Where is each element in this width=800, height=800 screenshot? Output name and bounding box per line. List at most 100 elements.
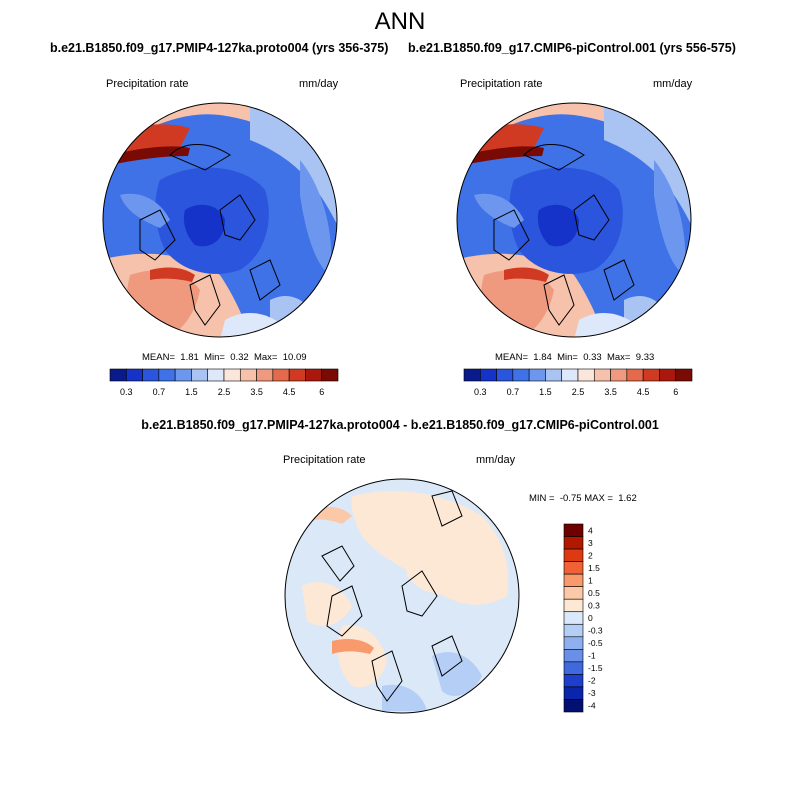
diff-colorbar: 4 3 2 1.5 1 0.5 0.3 0 -0.3 -0.5 -1 -1.5 -2 -3 -4 <box>563 523 603 713</box>
diff-colorbar-swatch <box>563 623 584 638</box>
colorbar-2-tick-label: 1.5 <box>539 387 552 397</box>
colorbar-1-swatch <box>272 368 290 382</box>
colorbar-1-swatch <box>158 368 176 382</box>
max-label: MAX = <box>584 493 613 504</box>
diff-variable-label: Precipitation rate <box>283 454 366 466</box>
diff-colorbar-swatch <box>563 598 584 613</box>
diff-colorbar-tick-label: -0.3 <box>588 626 603 636</box>
colorbar-2-tick-label: 3.5 <box>604 387 617 397</box>
colorbar-2-swatch <box>593 368 611 382</box>
panel-2-units-label: mm/day <box>653 78 693 90</box>
diff-panel-title: b.e21.B1850.f09_g17.PMIP4-127ka.proto004… <box>141 418 659 432</box>
colorbar-1-swatch <box>321 368 339 382</box>
max-value: 9.33 <box>635 352 655 363</box>
diff-colorbar-swatch <box>563 661 584 675</box>
colorbar-1-tick-label: 6 <box>319 387 324 397</box>
colorbar-1-swatch <box>142 368 160 382</box>
diff-colorbar-tick-label: -1.5 <box>588 663 603 673</box>
diff-colorbar-swatch <box>563 674 584 688</box>
diff-colorbar-tick-label: 1.5 <box>588 563 600 573</box>
diff-colorbar-tick-label: -3 <box>588 688 596 698</box>
colorbar-1-swatch <box>288 368 306 382</box>
mean-label: MEAN= <box>495 352 528 363</box>
min-label: Min= <box>204 352 225 363</box>
panel-1-variable-label: Precipitation rate <box>106 78 189 90</box>
diff-colorbar-tick-label: 0 <box>588 613 593 623</box>
diff-colorbar-swatch <box>563 561 584 575</box>
diff-colorbar-swatch <box>563 573 584 587</box>
colorbar-1-tick-label: 3.5 <box>250 387 263 397</box>
colorbar-1-tick-label: 0.7 <box>153 387 166 397</box>
colorbar-1-tick-label: 0.3 <box>120 387 133 397</box>
diff-map <box>284 478 520 714</box>
colorbar-2-swatch <box>528 368 546 382</box>
diff-colorbar-swatch <box>563 686 584 700</box>
panel-2-stats: MEAN= 1.84 Min= 0.33 Max= 9.33 <box>495 352 654 363</box>
colorbar-2-swatch <box>463 368 481 382</box>
colorbar-1-swatch <box>191 368 209 382</box>
colorbar-1-tick-label: 1.5 <box>185 387 198 397</box>
colorbar-1-tick-label: 4.5 <box>283 387 296 397</box>
colorbar-2-swatch <box>626 368 644 382</box>
colorbar-2-swatch <box>659 368 677 382</box>
max-label: Max= <box>253 352 278 363</box>
diff-colorbar-tick-label: -4 <box>588 701 596 711</box>
panel-1-map <box>102 102 338 338</box>
colorbar-2-swatch <box>610 368 628 382</box>
min-value: 0.33 <box>583 352 602 363</box>
panel-2-map <box>456 102 692 338</box>
diff-colorbar-swatch <box>563 636 584 650</box>
figure-title: ANN <box>374 8 426 35</box>
diff-colorbar-swatch <box>563 536 584 550</box>
mean-value: 1.81 <box>180 352 199 363</box>
diff-colorbar-tick-label: 0.3 <box>588 600 600 610</box>
min-label: Min= <box>557 352 578 363</box>
min-value: -0.75 <box>559 493 582 504</box>
diff-colorbar-swatch <box>563 548 584 562</box>
colorbar-1-swatch <box>239 368 257 382</box>
diff-colorbar-swatch <box>563 586 584 600</box>
diff-colorbar-swatch <box>563 523 584 537</box>
panel-1-units-label: mm/day <box>299 78 339 90</box>
mean-value: 1.84 <box>533 352 552 363</box>
colorbar-1-swatch <box>109 368 127 382</box>
colorbar-1-swatch <box>256 368 274 382</box>
diff-colorbar-swatch <box>563 649 584 663</box>
diff-units-label: mm/day <box>476 454 516 466</box>
panel-1-stats: MEAN= 1.81 Min= 0.32 Max= 10.09 <box>142 352 307 363</box>
min-value: 0.32 <box>230 352 249 363</box>
diff-colorbar-tick-label: -1 <box>588 651 596 661</box>
diff-colorbar-swatch <box>563 699 584 713</box>
mean-label: MEAN= <box>142 352 175 363</box>
colorbar-1-tick-label: 2.5 <box>218 387 231 397</box>
diff-colorbar-tick-label: 3 <box>588 538 593 548</box>
max-value: 10.09 <box>282 352 307 363</box>
colorbar-2-tick-label: 6 <box>673 387 678 397</box>
colorbar-2-swatch <box>512 368 530 382</box>
colorbar-2-swatch <box>545 368 563 382</box>
panel-2-title: b.e21.B1850.f09_g17.CMIP6-piControl.001 … <box>408 41 736 55</box>
diff-colorbar-tick-label: 1 <box>588 575 593 585</box>
diff-colorbar-tick-label: 0.5 <box>588 588 600 598</box>
colorbar-2-tick-label: 0.7 <box>507 387 520 397</box>
diff-stats: MIN = -0.75 MAX = 1.62 <box>529 493 637 504</box>
panel-1-title: b.e21.B1850.f09_g17.PMIP4-127ka.proto004… <box>50 41 389 55</box>
colorbar-1-swatch <box>174 368 192 382</box>
max-label: Max= <box>606 352 631 363</box>
diff-colorbar-tick-label: -2 <box>588 676 596 686</box>
colorbar-2-swatch <box>675 368 693 382</box>
panel-1-colorbar: 0.30.71.52.53.54.568 <box>109 368 339 397</box>
colorbar-2-swatch <box>577 368 595 382</box>
diff-colorbar-tick-label: 2 <box>588 550 593 560</box>
colorbar-2-swatch <box>479 368 497 382</box>
panel-2-variable-label: Precipitation rate <box>460 78 543 90</box>
diff-colorbar-swatch <box>563 611 584 625</box>
diff-colorbar-tick-label: 4 <box>588 525 593 535</box>
colorbar-2-tick-label: 4.5 <box>637 387 650 397</box>
colorbar-2-swatch <box>642 368 660 382</box>
panel-2-colorbar: 0.30.71.52.53.54.568 <box>463 368 693 397</box>
colorbar-1-swatch <box>223 368 241 382</box>
colorbar-2-tick-label: 0.3 <box>474 387 487 397</box>
colorbar-2-swatch <box>496 368 514 382</box>
colorbar-1-swatch <box>305 368 323 382</box>
